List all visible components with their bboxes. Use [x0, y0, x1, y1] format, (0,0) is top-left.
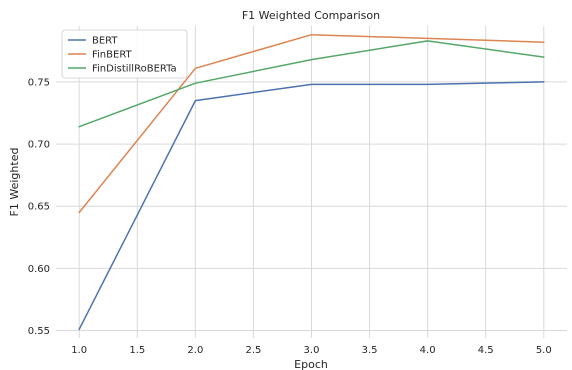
- y-tick-label: 0.70: [28, 140, 50, 151]
- y-axis-label: F1 Weighted: [8, 148, 21, 217]
- y-tick-label: 0.75: [28, 77, 50, 88]
- series-line-0: [78, 81, 545, 331]
- x-tick-label: 1.5: [129, 345, 145, 356]
- series-lines: [78, 33, 545, 331]
- x-axis-ticks: 1.0 1.5 2.0 2.5 3.0 3.5 4.0 4.5 5.0: [71, 345, 551, 356]
- x-tick-label: 4.0: [420, 345, 436, 356]
- series-line-1: [78, 33, 545, 214]
- y-axis-ticks: 0.55 0.60 0.65 0.70 0.75: [28, 77, 50, 337]
- x-tick-label: 3.0: [304, 345, 320, 356]
- x-tick-label: 4.5: [478, 345, 494, 356]
- legend-label: BERT: [92, 36, 118, 47]
- series-line-2: [78, 40, 545, 128]
- x-tick-label: 2.5: [245, 345, 261, 356]
- x-tick-label: 2.0: [187, 345, 203, 356]
- x-tick-label: 5.0: [536, 345, 552, 356]
- y-tick-label: 0.55: [28, 326, 50, 337]
- y-tick-label: 0.65: [28, 202, 50, 213]
- x-axis-label: Epoch: [294, 358, 328, 370]
- chart-title: F1 Weighted Comparison: [242, 9, 380, 22]
- y-tick-label: 0.60: [28, 264, 50, 275]
- legend-label: FinBERT: [92, 50, 133, 61]
- legend-box: [61, 29, 188, 79]
- x-tick-label: 1.0: [71, 345, 87, 356]
- x-tick-label: 3.5: [362, 345, 378, 356]
- legend: BERT FinBERT FinDistillRoBERTa: [61, 29, 188, 79]
- legend-label: FinDistillRoBERTa: [92, 64, 177, 75]
